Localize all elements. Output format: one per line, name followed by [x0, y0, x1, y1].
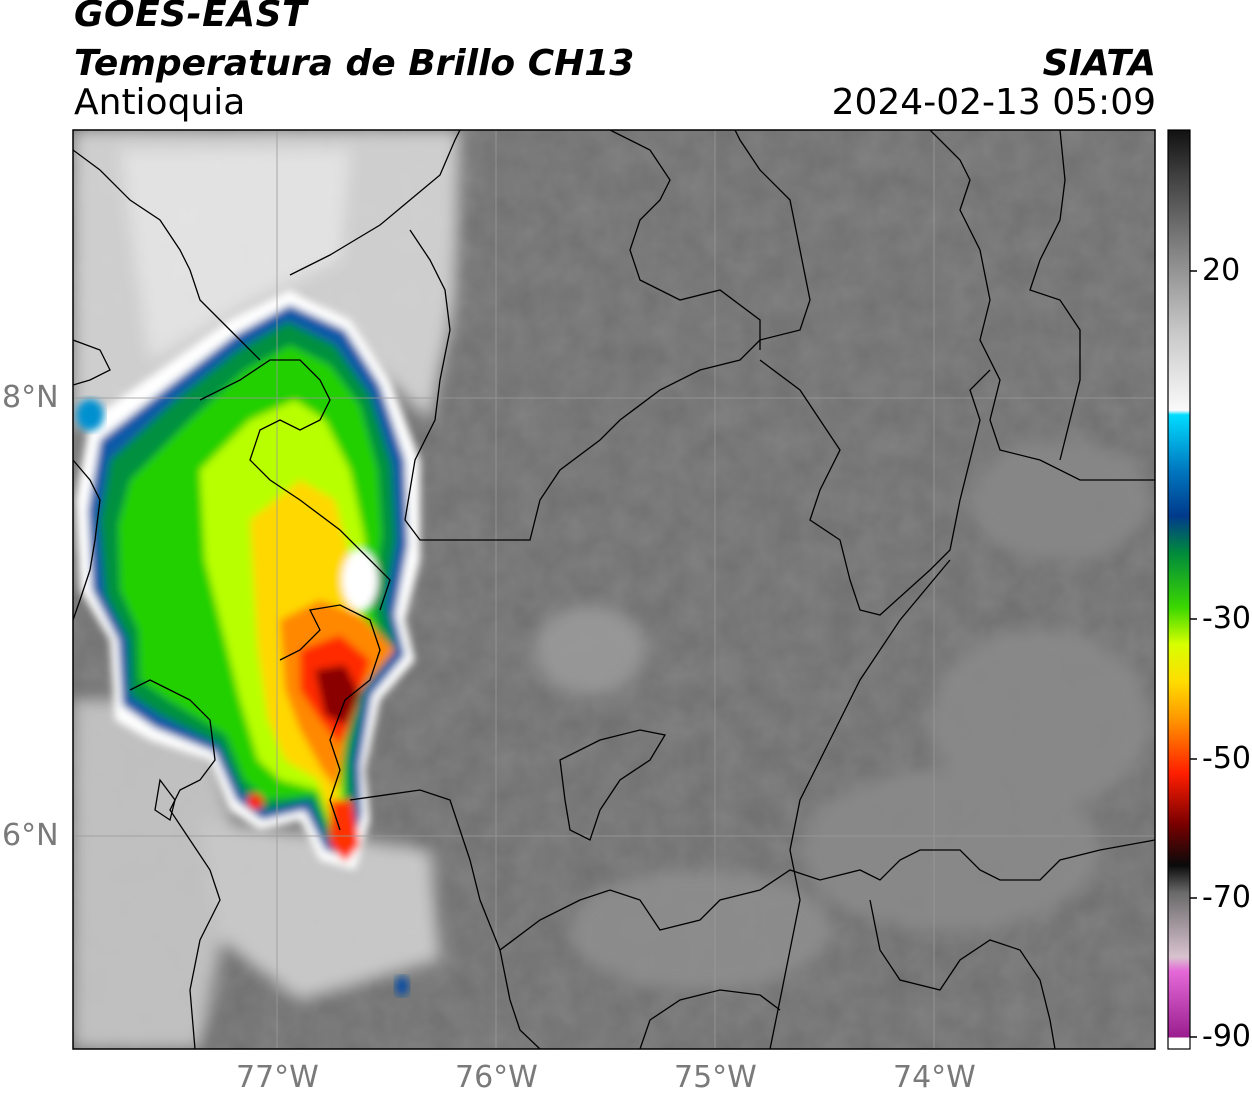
lon-label-74w: 74°W [893, 1060, 976, 1095]
lon-label-75w: 75°W [674, 1060, 757, 1095]
colorbar-label-minus70: -70 [1202, 880, 1251, 915]
administrative-borders [73, 130, 1155, 1049]
map-gridlines [73, 130, 1155, 1049]
organization-label: SIATA [1042, 43, 1156, 84]
colorbar-label-minus90: -90 [1202, 1019, 1251, 1054]
convective-cloud-system [75, 290, 420, 870]
datetime-label: 2024-02-13 05:09 [831, 82, 1156, 123]
colorbar-label-minus50: -50 [1202, 741, 1251, 776]
lon-label-76w: 76°W [455, 1060, 538, 1095]
colorbar-label-minus30: -30 [1202, 601, 1251, 636]
map-title: GOES-EAST [74, 0, 308, 35]
colorbar-label-20: 20 [1202, 253, 1241, 288]
product-title: Temperatura de Brillo CH13 [74, 43, 635, 84]
colorbar [1167, 129, 1197, 1050]
lat-label-6n: 6°N [2, 818, 59, 853]
lon-label-77w: 77°W [236, 1060, 319, 1095]
lat-label-8n: 8°N [2, 380, 59, 415]
region-label: Antioquia [74, 82, 246, 123]
